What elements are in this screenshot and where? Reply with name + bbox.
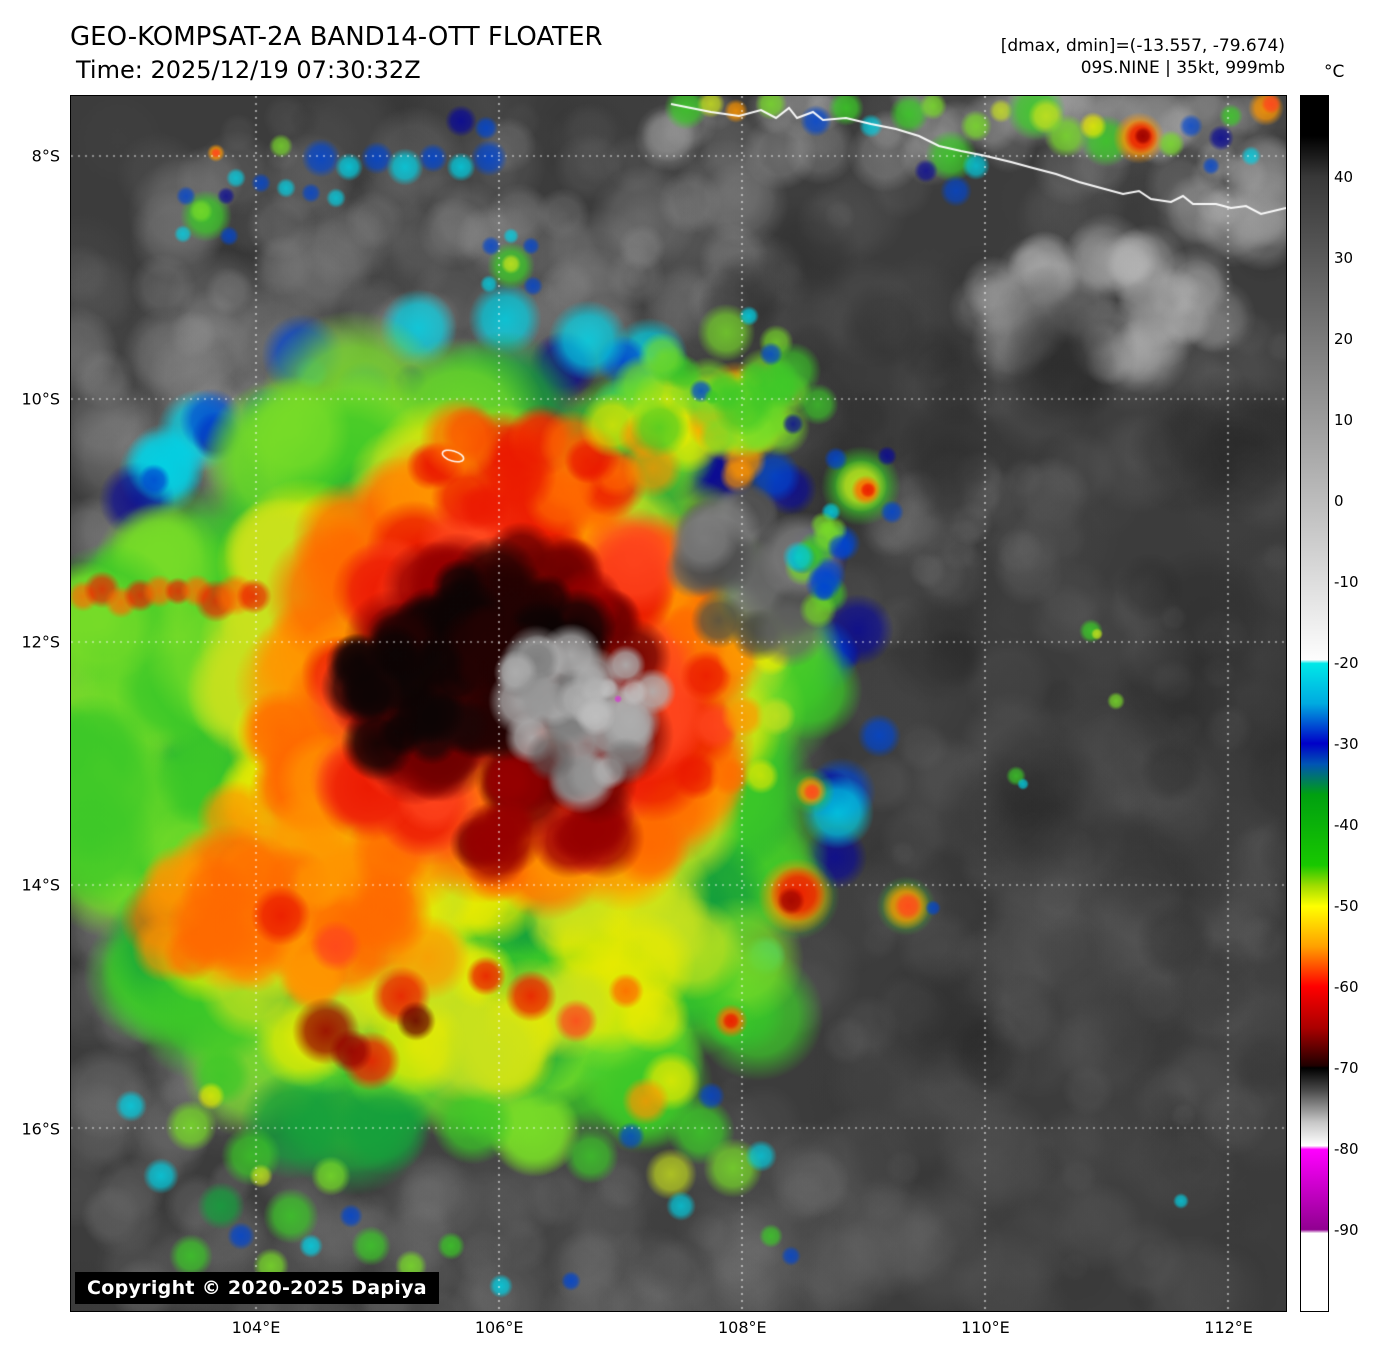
colorbar-tick-label: -50 xyxy=(1334,897,1359,915)
colorbar-tick-label: 40 xyxy=(1334,168,1354,186)
colorbar-tick-label: -90 xyxy=(1334,1221,1359,1239)
colorbar-tick-label: 30 xyxy=(1334,249,1354,267)
lat-tick-label: 10°S xyxy=(21,389,60,409)
colorbar-ticks: 40 30 20 10 0 -10 -20 -30 -40 -50 -60 -70 -80 -90 xyxy=(1334,96,1388,1311)
copyright-badge: Copyright © 2020-2025 Dapiya xyxy=(75,1272,439,1304)
colorbar-tick-label: -30 xyxy=(1334,735,1359,753)
timestamp: Time: 2025/12/19 07:30:32Z xyxy=(76,56,421,84)
colorbar-tick-label: -60 xyxy=(1334,978,1359,996)
page-title: GEO-KOMPSAT-2A BAND14-OTT FLOATER xyxy=(70,22,603,52)
colorbar-tick-label: 10 xyxy=(1334,411,1354,429)
latitude-axis: 8°S 10°S 12°S 14°S 16°S xyxy=(0,96,66,1311)
lat-tick-label: 16°S xyxy=(21,1119,60,1139)
colorbar-tick-label: 0 xyxy=(1334,492,1344,510)
colorbar xyxy=(1300,95,1329,1312)
colorbar-tick-label: -70 xyxy=(1334,1059,1359,1077)
dmax-dmin-readout: [dmax, dmin]=(-13.557, -79.674) xyxy=(1000,36,1285,56)
colorbar-tick-label: -20 xyxy=(1334,654,1359,672)
colorbar-tick-label: 20 xyxy=(1334,330,1354,348)
longitude-axis: 104°E 106°E 108°E 110°E 112°E xyxy=(71,1316,1286,1346)
satellite-image xyxy=(71,96,1286,1311)
lon-tick-label: 108°E xyxy=(717,1318,767,1337)
lon-tick-label: 106°E xyxy=(474,1318,524,1337)
lon-tick-label: 112°E xyxy=(1204,1318,1253,1337)
lat-tick-label: 12°S xyxy=(21,632,60,652)
lat-tick-label: 14°S xyxy=(21,875,60,895)
lon-tick-label: 104°E xyxy=(231,1318,281,1337)
colorbar-tick-label: -10 xyxy=(1334,573,1359,591)
lat-tick-label: 8°S xyxy=(31,146,60,166)
storm-info: 09S.NINE | 35kt, 999mb xyxy=(1080,58,1285,78)
map-panel: Copyright © 2020-2025 Dapiya xyxy=(70,95,1287,1312)
colorbar-tick-label: -80 xyxy=(1334,1140,1359,1158)
colorbar-tick-label: -40 xyxy=(1334,816,1359,834)
colorbar-unit: °C xyxy=(1324,62,1345,82)
lon-tick-label: 110°E xyxy=(961,1318,1010,1337)
